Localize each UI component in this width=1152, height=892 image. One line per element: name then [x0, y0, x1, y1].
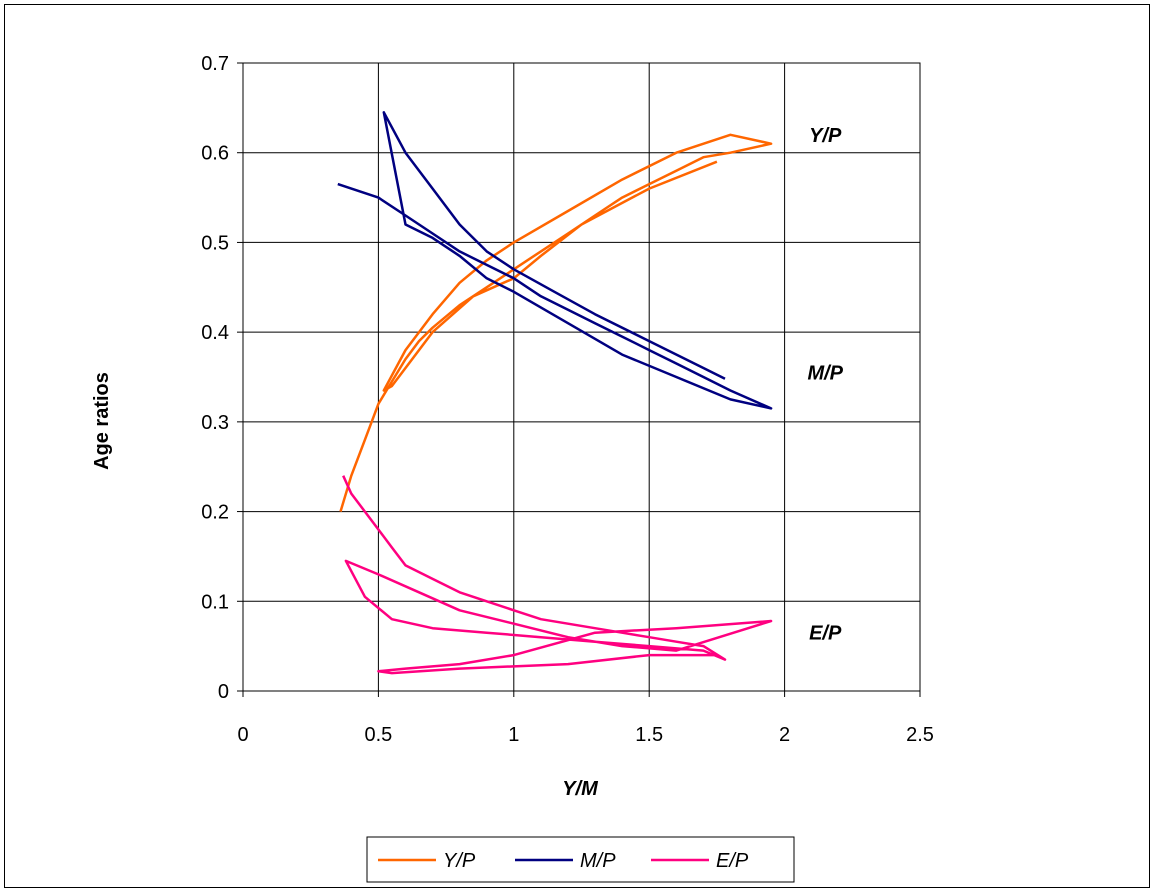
tick-labels: 0 0.1 0.2 0.3 0.4 0.5 0.6 0.7 0 0.5 1 1.5 2 2.5 [201, 53, 934, 746]
legend-label: E/P [716, 850, 749, 872]
series-annotation: Y/P [809, 125, 842, 147]
series-line-mp [337, 111, 773, 410]
x-axis-title: Y/M [562, 778, 599, 800]
y-tick-label: 0.6 [201, 143, 229, 165]
x-tick-label: 2.5 [906, 724, 934, 746]
y-tick-label: 0.1 [201, 591, 229, 613]
legend: Y/P M/P E/P [366, 836, 795, 883]
y-tick-label: 0.2 [201, 502, 229, 524]
series-line-ep [342, 475, 773, 675]
y-tick-label: 0.7 [201, 53, 229, 75]
series-annotations: Y/P M/P E/P [807, 125, 843, 645]
x-tick-label: 2 [779, 724, 790, 746]
x-tick-label: 0.5 [364, 724, 392, 746]
y-axis-title: Age ratios [91, 372, 113, 470]
plot-grid [237, 62, 921, 697]
x-tick-label: 0 [237, 724, 248, 746]
legend-box [366, 836, 795, 883]
series-annotation: M/P [807, 363, 843, 385]
series-layer [337, 111, 773, 675]
chart-frame [4, 4, 1150, 888]
y-tick-label: 0.3 [201, 412, 229, 434]
y-tick-label: 0.4 [201, 322, 229, 344]
series-line-yp [339, 133, 773, 512]
y-tick-label: 0 [218, 681, 229, 703]
y-tick-label: 0.5 [201, 232, 229, 254]
series-annotation: E/P [809, 623, 842, 645]
x-tick-label: 1 [508, 724, 519, 746]
legend-label: Y/P [443, 850, 476, 872]
legend-label: M/P [580, 850, 616, 872]
x-tick-label: 1.5 [635, 724, 663, 746]
